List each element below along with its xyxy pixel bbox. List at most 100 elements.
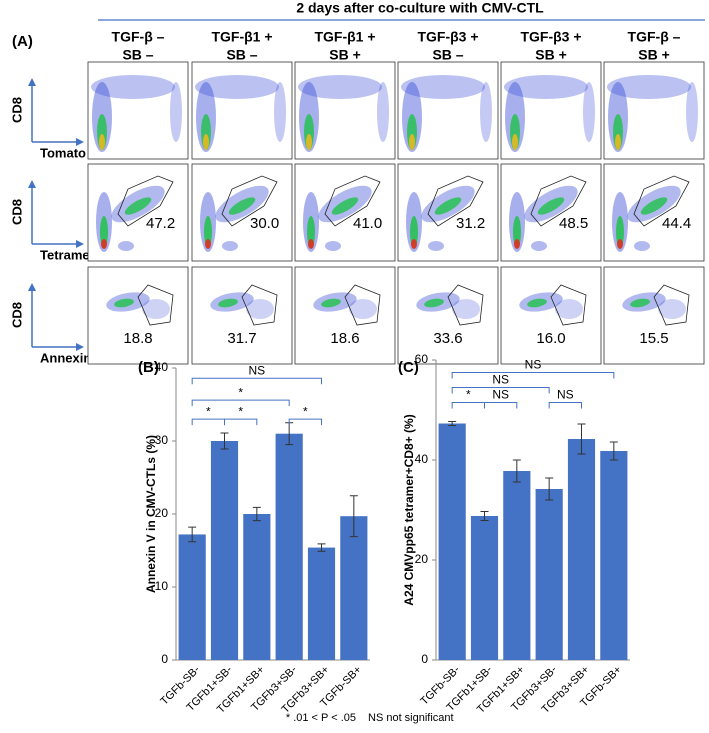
gate (530, 175, 587, 227)
significance-label: NS (248, 363, 265, 377)
cell-density (504, 75, 588, 99)
arrow-head (76, 138, 84, 146)
cell-density (537, 197, 565, 215)
gate (221, 175, 278, 227)
significance-label: * (238, 404, 243, 418)
gate-value: 16.0 (536, 330, 565, 347)
column-header: TGF-β3 + (417, 29, 478, 45)
cell-density (686, 82, 698, 142)
panel-label: (C) (398, 359, 419, 376)
gate-value: 41.0 (353, 215, 382, 232)
bar (600, 451, 628, 660)
bar (535, 489, 563, 660)
error-bar (188, 526, 197, 543)
cell-density (331, 197, 359, 215)
cell-density (306, 134, 312, 150)
cell-density (512, 134, 518, 150)
error-bar (349, 495, 358, 538)
cell-density (246, 299, 274, 319)
column-header: SB + (638, 47, 670, 63)
cell-density (434, 197, 462, 215)
bar (178, 534, 206, 660)
arrow-head (28, 78, 36, 86)
error-bar (512, 459, 521, 483)
y-axis-title: Annexin V in CMV-CTLs (%) (144, 435, 158, 593)
cell-density (308, 239, 314, 249)
gate-value: 48.5 (559, 215, 588, 232)
significance-label: NS (492, 388, 509, 402)
column-header: SB + (535, 47, 567, 63)
significance-bracket (191, 418, 225, 426)
flow-plot (500, 266, 602, 365)
column-header: SB – (122, 47, 153, 63)
y-tick-label: 10 (155, 579, 169, 593)
column-header: TGF-β – (628, 29, 681, 45)
column-header: SB – (226, 47, 257, 63)
cell-density (409, 134, 415, 150)
cell-density (480, 82, 492, 142)
column-header: SB – (432, 47, 463, 63)
gate-value: 44.4 (662, 215, 691, 232)
column-header: TGF-β3 + (520, 29, 581, 45)
significance-label: NS (525, 358, 542, 372)
cell-density (298, 75, 382, 99)
cell-density (377, 82, 389, 142)
cell-density (228, 197, 256, 215)
y-axis-title: A24 CMVpp65 tetramer+CD8+ (%) (402, 414, 416, 605)
cell-density (583, 82, 595, 142)
significance-bracket (191, 377, 322, 385)
cell-density (531, 241, 547, 251)
arrow-head (76, 343, 84, 351)
footnote: NS not significant (368, 712, 454, 724)
flow-plot (191, 61, 293, 160)
error-bar (577, 423, 586, 455)
significance-bracket (451, 402, 485, 409)
panel-label: (B) (138, 359, 159, 376)
gate (137, 284, 174, 326)
y-tick-label: 60 (415, 352, 429, 366)
y-tick-label: 20 (415, 552, 429, 566)
flow-plot (397, 266, 499, 365)
cell-density (607, 75, 691, 99)
cell-density (325, 241, 341, 251)
arrow-head (28, 180, 36, 188)
cell-density (204, 216, 212, 248)
cell-density (634, 241, 650, 251)
error-bar (480, 511, 489, 521)
cell-density (555, 299, 583, 319)
bar (503, 471, 531, 660)
cell-density (118, 241, 134, 251)
cell-density (617, 239, 623, 249)
x-axis-label: Tomato (40, 145, 86, 160)
significance-label: * (303, 404, 308, 418)
cell-density (124, 197, 152, 215)
cell-density (401, 75, 485, 99)
significance-label: NS (557, 388, 574, 402)
y-tick-label: 0 (161, 652, 168, 666)
column-header: SB + (329, 47, 361, 63)
y-axis-label: CD8 (9, 97, 24, 123)
cell-density (410, 216, 418, 248)
cell-density (99, 134, 105, 150)
cell-density (640, 197, 668, 215)
significance-bracket (484, 402, 518, 409)
error-bar (545, 477, 554, 501)
gate (550, 284, 587, 326)
y-tick-label: 30 (155, 433, 169, 447)
error-bar (609, 441, 618, 461)
cell-density (307, 216, 315, 248)
cell-density (222, 241, 238, 251)
bar (567, 439, 596, 660)
cell-density (100, 216, 108, 248)
cell-density (658, 299, 686, 319)
gate (633, 175, 690, 227)
cell-density (630, 298, 650, 308)
flow-plot (603, 266, 705, 365)
cell-density (615, 134, 621, 150)
error-bar (317, 543, 326, 552)
cell-density (321, 298, 341, 308)
y-tick-label: 0 (421, 652, 428, 666)
significance-bracket (224, 418, 258, 426)
column-header: TGF-β1 + (211, 29, 272, 45)
gate-value: 31.2 (456, 215, 485, 232)
